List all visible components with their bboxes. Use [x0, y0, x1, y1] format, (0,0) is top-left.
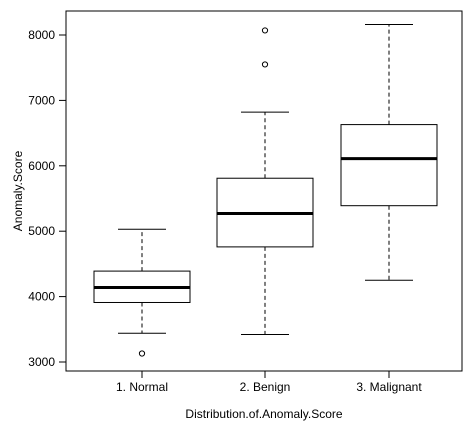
y-axis-title: Anomaly.Score [11, 150, 25, 231]
box-group [216, 27, 314, 336]
x-axis: 1. Normal 2. Benign 3. Malignant [116, 371, 422, 394]
y-tick-label: 3000 [28, 355, 55, 369]
boxes-layer [93, 24, 438, 357]
outlier-point [138, 350, 146, 357]
y-tick-label: 7000 [28, 93, 55, 107]
x-tick-label: 1. Normal [116, 380, 168, 394]
box-group [340, 24, 438, 281]
y-tick-label: 6000 [28, 159, 55, 173]
outlier-point [261, 61, 269, 68]
box-group [93, 228, 191, 357]
x-axis-title: Distribution.of.Anomaly.Score [185, 407, 343, 421]
y-tick-label: 5000 [28, 224, 55, 238]
y-tick-label: 4000 [28, 290, 55, 304]
box-body [340, 124, 438, 207]
y-tick-label: 8000 [28, 28, 55, 42]
x-tick-label: 3. Malignant [356, 380, 422, 394]
outlier-point [261, 27, 269, 34]
x-tick-label: 2. Benign [240, 380, 291, 394]
plot-frame [65, 10, 463, 372]
y-axis: 3000 4000 5000 6000 7000 8000 [28, 28, 66, 369]
